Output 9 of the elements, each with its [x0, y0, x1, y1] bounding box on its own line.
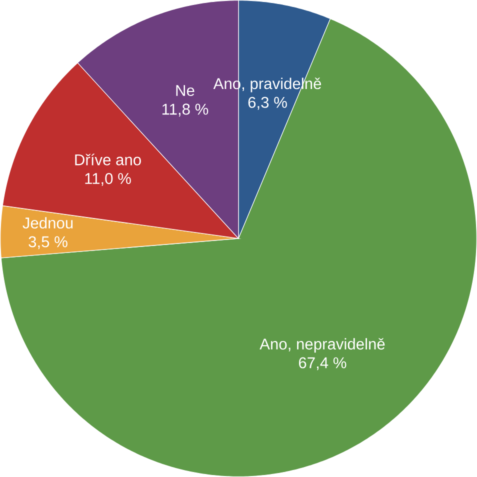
data-label: 3,5 % — [28, 236, 68, 250]
slice-label: Ano, nepravidelně — [260, 338, 385, 353]
data-label: 11,0 % — [85, 173, 131, 186]
slice-label: Ne — [176, 85, 194, 96]
data-label: 11,8 % — [162, 104, 208, 117]
data-label: 6,3 % — [248, 96, 287, 110]
data-label: 67,4 % — [298, 357, 346, 370]
slice-label: Dříve ano — [75, 154, 141, 166]
slice-label: Jednou — [22, 217, 73, 229]
